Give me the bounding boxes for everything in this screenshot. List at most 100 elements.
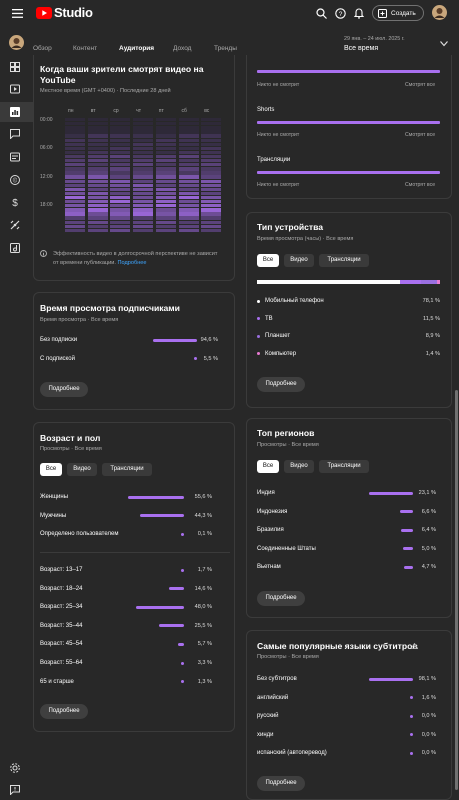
heatmap-cell — [65, 134, 85, 138]
heatmap-cell — [110, 175, 131, 179]
heatmap-cell — [201, 216, 222, 220]
help-icon[interactable]: ? — [335, 8, 346, 19]
heatmap-cell — [87, 216, 108, 220]
age-more-button[interactable]: Подробнее — [40, 704, 88, 719]
heatmap-cell — [87, 142, 108, 146]
age-chip-all[interactable]: Все — [40, 463, 62, 476]
heatmap-cell — [201, 183, 222, 187]
device-chip-video[interactable]: Видео — [284, 254, 314, 267]
subtitle-pct-3: 0,0 % — [421, 731, 436, 738]
gender-pct-1: 44,3 % — [194, 512, 212, 519]
heatmap-note-link[interactable]: Подробнее — [117, 260, 147, 266]
date-range-text: 29 янв. – 24 июл. 2025 г. — [344, 36, 405, 42]
regions-chip-video[interactable]: Видео — [284, 460, 314, 473]
device-bar-segment-2 — [420, 280, 438, 284]
heatmap-cell — [110, 220, 131, 224]
channel-avatar[interactable] — [9, 35, 24, 50]
format-bar-live — [257, 171, 440, 174]
heatmap-cell — [110, 146, 131, 151]
format-never-label-2: Никто не смотрит — [257, 182, 300, 188]
tab-content[interactable]: Контент — [73, 45, 98, 52]
sidebar-item-analytics[interactable] — [0, 102, 33, 122]
create-button[interactable]: Создать — [372, 5, 424, 21]
subtitle-pct-0: 98,1 % — [418, 676, 436, 682]
subtitles-icon[interactable] — [10, 152, 20, 162]
heatmap-day-6: вс — [204, 108, 210, 114]
heatmap-cell — [133, 163, 154, 167]
device-chip-live[interactable]: Трансляции — [319, 254, 369, 267]
subtitle-pct-4: 0,0 % — [421, 750, 436, 756]
dashboard-icon[interactable] — [10, 62, 20, 72]
age-chip-video[interactable]: Видео — [67, 463, 97, 476]
tab-audience[interactable]: Аудитория — [119, 45, 155, 52]
audio-library-icon[interactable] — [10, 243, 20, 253]
heatmap-cell — [133, 126, 154, 130]
device-type-card — [246, 212, 452, 408]
customization-icon[interactable] — [10, 220, 20, 230]
svg-text:©: © — [13, 177, 18, 184]
heatmap-cell — [178, 150, 199, 155]
left-sidebar: © $ — [0, 28, 33, 800]
heatmap-cell — [133, 187, 154, 192]
search-icon[interactable] — [316, 8, 327, 19]
age-bar-2 — [136, 605, 184, 609]
heatmap-cell — [87, 212, 108, 216]
heatmap-cell — [65, 130, 85, 134]
heatmap-cell — [65, 122, 85, 126]
heatmap-cell — [155, 204, 176, 208]
heatmap-cell — [155, 224, 176, 228]
heatmap-cell — [155, 130, 176, 134]
analytics-icon — [10, 107, 20, 117]
date-range-label: Все время — [344, 45, 379, 52]
heatmap-hour-3: 18:00 — [40, 201, 53, 208]
age-chip-live[interactable]: Трансляции — [102, 463, 152, 476]
subtitle-label-2: русский — [257, 713, 279, 719]
age-bar-4 — [178, 643, 184, 646]
notifications-icon[interactable] — [354, 7, 364, 19]
subs-pct-1: 5,5 % — [203, 355, 218, 362]
tab-trends[interactable]: Тренды — [214, 45, 237, 52]
subtitles-more-button[interactable]: Подробнее — [257, 776, 305, 791]
menu-icon[interactable] — [12, 9, 23, 18]
heatmap-cell — [201, 142, 222, 146]
subtitle-label-1: английский — [257, 694, 289, 701]
heatmap-cell — [65, 204, 85, 208]
studio-logo-text: Studio — [54, 5, 93, 20]
page-scrollbar[interactable] — [455, 390, 458, 790]
settings-icon[interactable] — [10, 763, 20, 773]
regions-chip-live[interactable]: Трансляции — [319, 460, 369, 473]
subs-more-button[interactable]: Подробнее — [40, 382, 88, 397]
comments-icon[interactable] — [10, 129, 20, 139]
heatmap-cell — [87, 167, 108, 171]
tab-revenue[interactable]: Доход — [173, 45, 192, 52]
account-avatar[interactable] — [432, 5, 447, 20]
heatmap-cell — [178, 118, 199, 122]
youtube-logo-icon[interactable] — [36, 7, 52, 19]
heatmap-cell — [155, 183, 176, 187]
heatmap-cell — [65, 171, 85, 175]
heatmap-cell — [155, 126, 176, 130]
heatmap-cell — [178, 208, 199, 212]
heatmap-cell — [65, 220, 85, 224]
copyright-icon[interactable]: © — [10, 175, 20, 185]
gender-bar-1 — [139, 514, 184, 518]
device-more-button[interactable]: Подробнее — [257, 377, 305, 392]
content-icon[interactable] — [10, 84, 20, 94]
regions-more-button[interactable]: Подробнее — [257, 591, 305, 606]
age-label-5: Возраст: 55–64 — [40, 660, 83, 666]
heatmap-cell — [87, 191, 108, 196]
heatmap-cell — [65, 200, 85, 204]
region-bar-3 — [403, 547, 413, 551]
age-divider — [40, 552, 230, 553]
heatmap-cell — [201, 159, 222, 163]
device-legend-dot-1 — [257, 317, 260, 320]
heatmap-cell — [201, 204, 222, 208]
tab-overview[interactable]: Обзор — [33, 45, 52, 52]
feedback-icon[interactable] — [10, 785, 20, 795]
subs-label-0: Без подписки — [40, 337, 78, 343]
heatmap-cell — [110, 200, 131, 204]
device-chip-all[interactable]: Все — [257, 254, 279, 267]
regions-chip-all[interactable]: Все — [257, 460, 279, 473]
heatmap-cell — [178, 187, 199, 192]
monetization-icon[interactable]: $ — [10, 197, 20, 207]
